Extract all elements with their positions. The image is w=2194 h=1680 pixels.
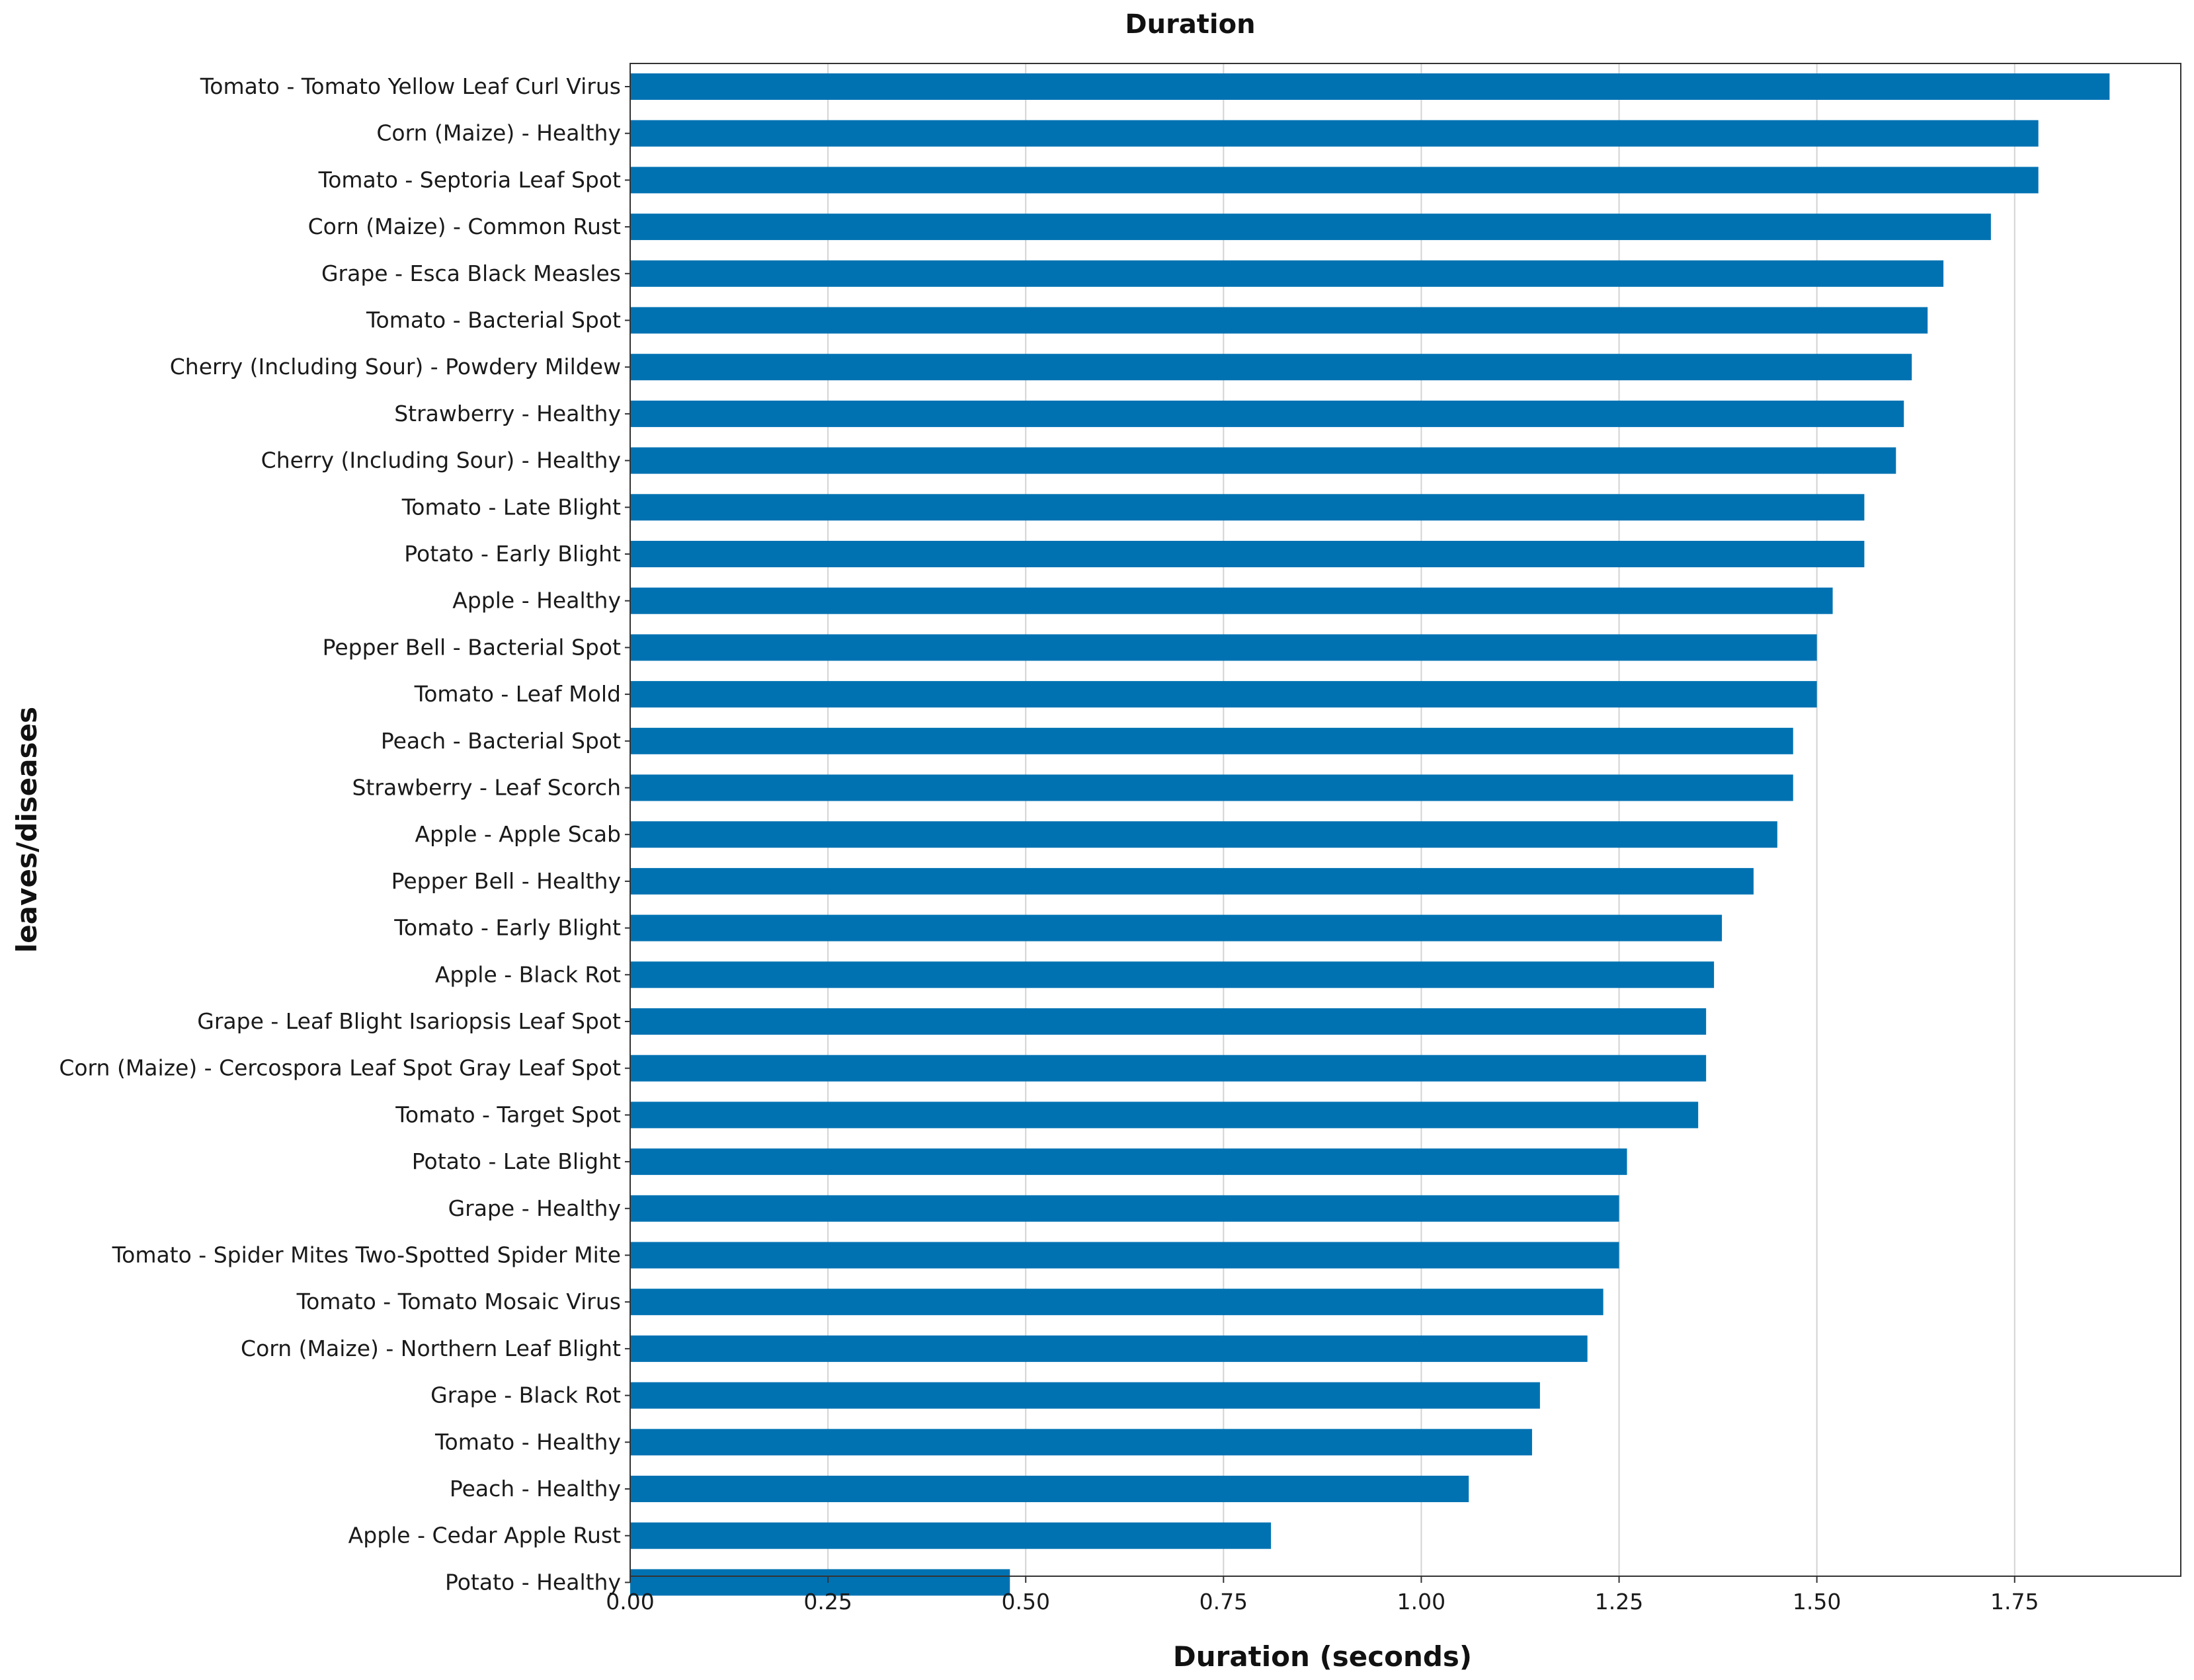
category-label: Strawberry - Leaf Scorch xyxy=(352,775,621,801)
x-axis-title: Duration (seconds) xyxy=(1173,1640,1472,1673)
category-label: Corn (Maize) - Cercospora Leaf Spot Gray… xyxy=(59,1055,621,1081)
bar xyxy=(630,1522,1272,1549)
category-label: Tomato - Late Blight xyxy=(401,494,621,520)
bar xyxy=(630,260,1944,287)
y-axis-title: leaves/diseases xyxy=(11,707,43,953)
category-label: Cherry (Including Sour) - Powdery Mildew xyxy=(170,354,621,380)
bar xyxy=(630,1382,1540,1409)
bar xyxy=(630,634,1817,661)
category-label: Grape - Esca Black Measles xyxy=(321,260,621,286)
bar xyxy=(630,1055,1707,1082)
category-label: Tomato - Tomato Mosaic Virus xyxy=(296,1289,621,1314)
bar xyxy=(630,1476,1469,1502)
x-tick-label: 1.50 xyxy=(1793,1589,1841,1615)
bar xyxy=(630,1429,1532,1456)
category-label: Grape - Leaf Blight Isariopsis Leaf Spot xyxy=(197,1008,621,1034)
category-label: Pepper Bell - Healthy xyxy=(391,868,621,894)
x-tick-label: 0.25 xyxy=(803,1589,852,1615)
category-label: Cherry (Including Sour) - Healthy xyxy=(261,448,621,473)
bar xyxy=(630,1148,1627,1176)
bars xyxy=(630,73,2110,1596)
bar xyxy=(630,307,1928,334)
bar xyxy=(630,1289,1604,1316)
x-tick-label: 0.00 xyxy=(606,1589,654,1615)
category-label: Strawberry - Healthy xyxy=(394,401,621,426)
bar xyxy=(630,400,1904,427)
plot-area-frame xyxy=(630,63,2181,1577)
category-label: Apple - Black Rot xyxy=(435,961,621,987)
category-label: Grape - Black Rot xyxy=(430,1382,621,1408)
category-label: Apple - Apple Scab xyxy=(415,821,621,847)
bar xyxy=(630,541,1865,567)
x-tick-label: 0.50 xyxy=(1001,1589,1049,1615)
category-label: Grape - Healthy xyxy=(448,1195,621,1221)
x-tick-label: 0.75 xyxy=(1199,1589,1248,1615)
category-label: Potato - Late Blight xyxy=(412,1148,621,1174)
bar xyxy=(630,774,1793,801)
bar xyxy=(630,214,1991,241)
category-labels: Tomato - Tomato Yellow Leaf Curl Virus Co… xyxy=(59,73,630,1595)
bar xyxy=(630,587,1833,614)
category-label: Apple - Cedar Apple Rust xyxy=(348,1523,621,1548)
category-label: Corn (Maize) - Northern Leaf Blight xyxy=(241,1336,621,1361)
bar xyxy=(630,1242,1619,1269)
bar xyxy=(630,961,1715,988)
x-tick-label: 1.25 xyxy=(1595,1589,1643,1615)
bar xyxy=(630,354,1912,381)
category-label: Tomato - Septoria Leaf Spot xyxy=(318,167,621,192)
category-label: Tomato - Bacterial Spot xyxy=(366,307,621,333)
bar xyxy=(630,447,1896,474)
category-label: Potato - Healthy xyxy=(445,1569,621,1595)
category-label: Peach - Healthy xyxy=(450,1476,621,1501)
category-label: Tomato - Leaf Mold xyxy=(414,681,621,707)
category-label: Tomato - Early Blight xyxy=(393,915,621,941)
bar xyxy=(630,1195,1619,1222)
bar xyxy=(630,494,1865,521)
chart-title: Duration xyxy=(1125,9,1255,40)
category-label: Tomato - Target Spot xyxy=(395,1101,621,1127)
bar xyxy=(630,1569,1010,1596)
bar xyxy=(630,867,1754,895)
category-label: Potato - Early Blight xyxy=(404,541,621,567)
bar xyxy=(630,821,1777,848)
x-tick-label: 1.00 xyxy=(1397,1589,1445,1615)
category-label: Pepper Bell - Bacterial Spot xyxy=(323,634,621,660)
category-label: Apple - Healthy xyxy=(452,588,621,614)
bar xyxy=(630,1335,1588,1362)
bar xyxy=(630,1008,1707,1035)
x-axis-ticks: 0.00 0.25 0.50 0.75 1.00 1.25 1.50 1.75 xyxy=(606,1576,2039,1615)
bar xyxy=(630,914,1723,941)
category-label: Tomato - Spider Mites Two-Spotted Spider… xyxy=(112,1242,621,1268)
bar xyxy=(630,727,1793,754)
category-label: Corn (Maize) - Common Rust xyxy=(308,214,621,239)
bar xyxy=(630,73,2110,100)
bar xyxy=(630,167,2039,194)
bar xyxy=(630,1101,1699,1129)
x-tick-label: 1.75 xyxy=(1990,1589,2039,1615)
bar xyxy=(630,681,1817,708)
category-label: Peach - Bacterial Spot xyxy=(381,728,621,754)
bar xyxy=(630,120,2039,147)
category-label: Corn (Maize) - Healthy xyxy=(376,120,621,146)
category-label: Tomato - Tomato Yellow Leaf Curl Virus xyxy=(200,73,621,99)
category-label: Tomato - Healthy xyxy=(434,1429,621,1455)
